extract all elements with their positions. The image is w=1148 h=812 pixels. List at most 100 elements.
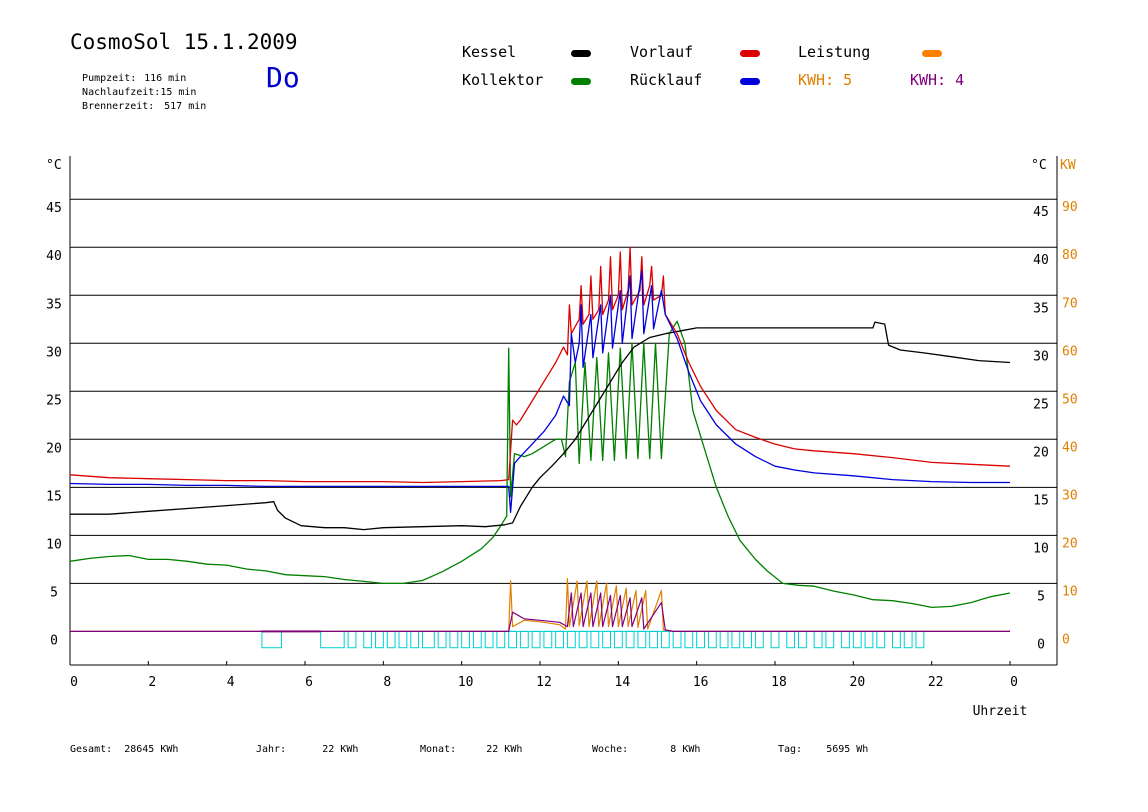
- pump-on-segment: [770, 630, 780, 649]
- pump-on-segment: [903, 630, 913, 649]
- pump-on-segment: [892, 630, 901, 649]
- pump-on-segment: [590, 630, 600, 649]
- brennerzeit-row: Brennerzeit: 517 min: [70, 86, 206, 114]
- x-tick-label: 12: [536, 675, 552, 690]
- pump-on-segment: [347, 630, 357, 649]
- footer-monat-value: 22 KWh: [486, 744, 523, 755]
- pump-on-segment: [602, 630, 612, 649]
- pump-on-segment: [731, 630, 741, 649]
- x-tick-label: 10: [458, 675, 474, 690]
- legend-vorlauf-swatch: [740, 50, 760, 57]
- legend-kollektor-label: Kollektor: [462, 71, 544, 89]
- pump-on-segment: [786, 630, 796, 649]
- y-tick-label-left: 5: [50, 585, 58, 600]
- legend-kollektor-swatch: [571, 78, 591, 85]
- y-tick-label-right: 15: [1033, 493, 1049, 508]
- kw-axis-unit: KW: [1060, 158, 1076, 173]
- y-tick-label-left: 0: [50, 633, 58, 648]
- pump-on-segment: [410, 630, 420, 649]
- y-tick-label-right: 20: [1033, 445, 1049, 460]
- footer-woche-value: 8 KWh: [670, 744, 701, 755]
- series-line-kessel: [70, 321, 1011, 531]
- series-line-vorlauf: [69, 246, 1011, 484]
- x-tick-label: 18: [771, 675, 787, 690]
- kw-tick-label: 80: [1062, 248, 1078, 263]
- x-tick-label: 14: [615, 675, 631, 690]
- pump-on-segment: [876, 630, 886, 649]
- pump-on-segment: [496, 630, 506, 649]
- kw-tick-label: 30: [1062, 488, 1078, 503]
- series-line-ruecklauf: [69, 270, 1010, 513]
- nachlaufzeit-label: Nachlaufzeit:: [82, 87, 161, 98]
- kw-tick-label: 10: [1062, 584, 1078, 599]
- pump-on-segment: [363, 630, 373, 649]
- kw-tick-label: 90: [1062, 200, 1078, 215]
- pump-on-segment: [672, 630, 682, 649]
- pump-on-segment: [484, 630, 494, 649]
- x-tick-label: 2: [148, 675, 156, 690]
- pump-on-segment: [649, 630, 659, 649]
- pump-on-segment: [852, 630, 862, 649]
- kw-tick-label: 20: [1062, 536, 1078, 551]
- x-tick-label: 20: [850, 675, 866, 690]
- y-tick-label-left: 15: [46, 489, 62, 504]
- pump-on-segment: [461, 630, 470, 649]
- footer-jahr-label: Jahr:: [256, 744, 287, 755]
- footer-jahr: Jahr: 22 KWh: [256, 744, 358, 755]
- pump-on-segment: [719, 630, 729, 649]
- y-tick-label-right: 25: [1033, 397, 1049, 412]
- x-tick-label: 6: [305, 675, 313, 690]
- pump-on-segment: [707, 630, 717, 649]
- y-tick-label-right: 45: [1033, 205, 1049, 220]
- y-tick-label-left: 40: [46, 249, 62, 264]
- power-line-leistung-2: [70, 592, 1010, 633]
- pump-on-segment: [437, 630, 447, 649]
- pump-on-segment: [531, 630, 541, 649]
- legend-kwh-orange: KWH: 5: [798, 71, 853, 89]
- y-tick-label-right: 40: [1033, 253, 1049, 268]
- legend-ruecklauf-label: Rücklauf: [630, 71, 703, 89]
- pump-on-segment: [566, 630, 576, 649]
- y-tick-label-right: 10: [1033, 541, 1049, 556]
- kw-tick-label: 0: [1062, 632, 1070, 647]
- footer-tag: Tag: 5695 Wh: [778, 744, 868, 755]
- pumpzeit-label: Pumpzeit:: [82, 73, 137, 84]
- y-axis-unit-left: °C: [46, 158, 62, 173]
- pump-on-segment: [261, 630, 282, 649]
- footer-tag-value: 5695 Wh: [826, 744, 869, 755]
- pump-on-segment: [543, 630, 553, 649]
- footer-tag-label: Tag:: [778, 744, 803, 755]
- chart-title: CosmoSol 15.1.2009: [70, 30, 298, 54]
- x-tick-label: 16: [693, 675, 709, 690]
- pump-on-segment: [825, 630, 835, 649]
- y-axis-unit-right: °C: [1031, 158, 1047, 173]
- pump-on-segment: [637, 630, 647, 649]
- footer-monat-label: Monat:: [420, 744, 457, 755]
- x-tick-label: 22: [928, 675, 944, 690]
- pumpzeit-value: 116 min: [144, 73, 187, 84]
- power-line-leistung: [70, 577, 1010, 633]
- pump-on-segment: [684, 630, 694, 649]
- pump-on-segment: [386, 630, 396, 649]
- pump-on-segment: [743, 630, 753, 649]
- pump-on-segment: [915, 630, 925, 649]
- y-tick-label-left: 10: [46, 537, 62, 552]
- pump-on-segment: [660, 630, 670, 649]
- pump-on-segment: [696, 630, 706, 649]
- y-tick-label-left: 35: [46, 297, 62, 312]
- pump-on-segment: [555, 630, 565, 649]
- x-tick-label: 8: [383, 675, 391, 690]
- y-tick-label-right: 35: [1033, 301, 1049, 316]
- brennerzeit-value: 517 min: [164, 101, 207, 112]
- footer-jahr-value: 22 KWh: [322, 744, 359, 755]
- legend-ruecklauf-swatch: [740, 78, 760, 85]
- footer-gesamt: Gesamt: 28645 KWh: [70, 744, 178, 755]
- footer-monat: Monat: 22 KWh: [420, 744, 522, 755]
- y-tick-label-right: 5: [1037, 589, 1045, 604]
- y-tick-label-right: 0: [1037, 637, 1045, 652]
- weekday-label: Do: [266, 61, 300, 94]
- pump-on-segment: [813, 630, 823, 649]
- x-axis-label: Uhrzeit: [973, 704, 1028, 719]
- kw-tick-label: 60: [1062, 344, 1078, 359]
